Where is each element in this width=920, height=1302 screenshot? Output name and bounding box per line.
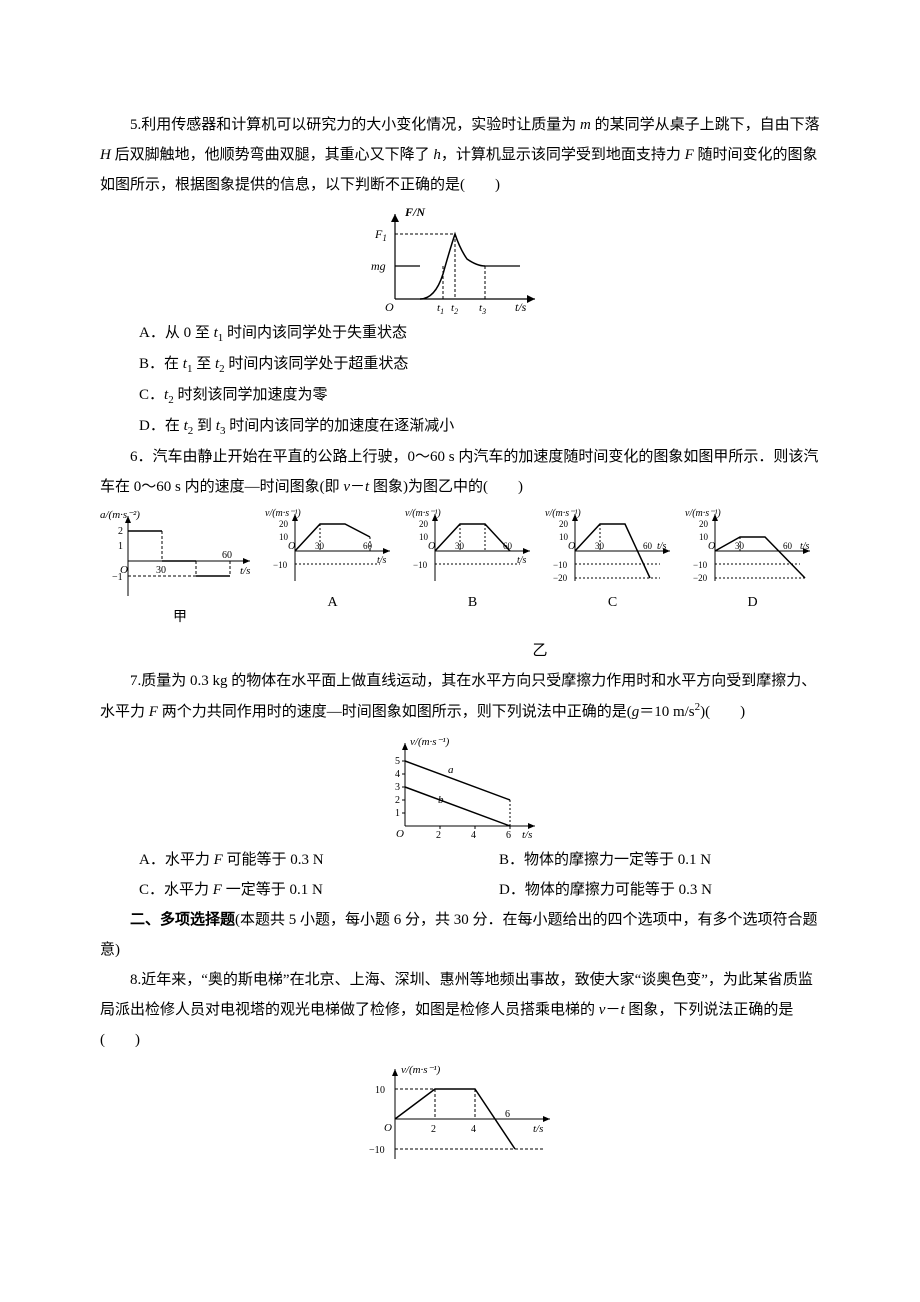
svg-text:−10: −10 [369, 1145, 385, 1156]
svg-text:O: O [708, 541, 715, 552]
q5-number: 5. [130, 117, 141, 133]
svg-text:−10: −10 [273, 560, 288, 570]
svg-text:t1: t1 [437, 302, 444, 314]
svg-text:F1: F1 [374, 227, 387, 243]
svg-text:t3: t3 [479, 302, 486, 314]
svg-text:30: 30 [455, 541, 465, 551]
svg-text:−10: −10 [693, 560, 708, 570]
svg-text:v/(m·s⁻¹): v/(m·s⁻¹) [545, 508, 581, 519]
svg-text:6: 6 [506, 830, 511, 841]
q7-optCD: C．水平力 F 一定等于 0.1 N D．物体的摩擦力可能等于 0.3 N [100, 875, 820, 905]
svg-text:O: O [385, 300, 394, 314]
svg-text:a/(m·s⁻²): a/(m·s⁻²) [100, 509, 140, 521]
svg-text:−10: −10 [413, 560, 428, 570]
svg-text:v/(m·s⁻¹): v/(m·s⁻¹) [410, 736, 450, 748]
q8-stem: 8.近年来，“奥的斯电梯”在北京、上海、深圳、惠州等地频出事故，致使大家“谈奥色… [100, 965, 820, 1055]
q6-panel-b: v/(m·s⁻¹) 20 10 −10 O 30 60 t/s B [405, 506, 540, 617]
svg-text:F/N: F/N [404, 205, 426, 219]
svg-text:30: 30 [735, 541, 745, 551]
svg-text:O: O [396, 828, 404, 840]
q6-panel-a: v/(m·s⁻¹) 20 10 −10 O 30 60 t/s A [265, 506, 400, 617]
svg-text:60: 60 [503, 541, 513, 551]
svg-text:v/(m·s⁻¹): v/(m·s⁻¹) [685, 508, 721, 519]
q5-optD: D．在 t2 到 t3 时间内该同学的加速度在逐渐减小 [100, 411, 820, 442]
svg-text:O: O [568, 541, 575, 552]
q7-figure: v/(m·s⁻¹) 1 2 3 4 5 O 2 4 6 t/s a b [100, 731, 820, 841]
svg-text:6: 6 [505, 1109, 510, 1120]
svg-text:1: 1 [118, 541, 123, 552]
svg-text:O: O [428, 541, 435, 552]
svg-text:t2: t2 [451, 302, 458, 314]
svg-text:v/(m·s⁻¹): v/(m·s⁻¹) [401, 1064, 441, 1076]
q8-number: 8. [130, 972, 141, 988]
section2-header: 二、多项选择题(本题共 5 小题，每小题 6 分，共 30 分．在每小题给出的四… [100, 905, 820, 965]
svg-text:60: 60 [783, 541, 793, 551]
svg-text:2: 2 [395, 795, 400, 806]
svg-text:O: O [288, 541, 295, 552]
svg-text:30: 30 [156, 565, 166, 576]
svg-text:t/s: t/s [517, 555, 527, 566]
svg-text:O: O [120, 564, 128, 576]
svg-text:20: 20 [279, 519, 289, 529]
svg-text:t/s: t/s [515, 300, 527, 314]
q5-stem: 5.利用传感器和计算机可以研究力的大小变化情况，实验时让质量为 m 的某同学从桌… [100, 110, 820, 200]
svg-text:60: 60 [363, 541, 373, 551]
q7-optAB: A．水平力 F 可能等于 0.3 N B．物体的摩擦力一定等于 0.1 N [100, 845, 820, 875]
svg-text:5: 5 [395, 756, 400, 767]
q7-number: 7. [130, 673, 141, 689]
svg-text:−20: −20 [553, 573, 568, 583]
svg-text:O: O [384, 1122, 392, 1134]
q5-optC: C．t2 时刻该同学加速度为零 [100, 380, 820, 411]
q6-bottom-captions: 乙 [100, 636, 820, 666]
q6-number: 6． [130, 449, 153, 465]
svg-text:20: 20 [699, 519, 709, 529]
svg-text:2: 2 [431, 1124, 436, 1135]
svg-text:60: 60 [643, 541, 653, 551]
q5-optA: A．从 0 至 t1 时间内该同学处于失重状态 [100, 318, 820, 349]
svg-text:10: 10 [375, 1085, 385, 1096]
svg-text:v/(m·s⁻¹): v/(m·s⁻¹) [265, 508, 301, 519]
q5-optB: B．在 t1 至 t2 时间内该同学处于超重状态 [100, 349, 820, 380]
q6-stem: 6．汽车由静止开始在平直的公路上行驶，0～60 s 内汽车的加速度随时间变化的图… [100, 442, 820, 502]
q5-figure: F/N F1 mg O t1 t2 t3 t/s [100, 204, 820, 314]
svg-text:t/s: t/s [800, 541, 810, 552]
svg-text:20: 20 [559, 519, 569, 529]
svg-text:t/s: t/s [657, 541, 667, 552]
svg-text:t/s: t/s [377, 555, 387, 566]
svg-text:mg: mg [371, 259, 386, 273]
svg-text:60: 60 [222, 550, 232, 561]
svg-text:20: 20 [419, 519, 429, 529]
q8-figure: v/(m·s⁻¹) 10 −10 O 2 4 6 t/s [100, 1059, 820, 1169]
svg-text:2: 2 [436, 830, 441, 841]
svg-text:b: b [438, 794, 444, 806]
q7-stem: 7.质量为 0.3 kg 的物体在水平面上做直线运动，其在水平方向只受摩擦力作用… [100, 666, 820, 727]
svg-text:t/s: t/s [240, 565, 250, 577]
svg-text:a: a [448, 764, 454, 776]
q6-panel-jia: a/(m·s⁻²) 2 1 −1 O 30 60 t/s 甲 [100, 506, 260, 632]
q6-panel-d: v/(m·s⁻¹) 20 10 −10 −20 O 30 60 t/s D [685, 506, 820, 617]
svg-text:v/(m·s⁻¹): v/(m·s⁻¹) [405, 508, 441, 519]
svg-text:−20: −20 [693, 573, 708, 583]
svg-text:−10: −10 [553, 560, 568, 570]
svg-text:2: 2 [118, 526, 123, 537]
svg-text:t/s: t/s [522, 829, 532, 841]
svg-text:30: 30 [595, 541, 605, 551]
svg-text:30: 30 [315, 541, 325, 551]
svg-text:4: 4 [471, 830, 476, 841]
page: 5.利用传感器和计算机可以研究力的大小变化情况，实验时让质量为 m 的某同学从桌… [0, 0, 920, 1302]
q6-figures: a/(m·s⁻²) 2 1 −1 O 30 60 t/s 甲 [100, 506, 820, 632]
svg-text:t/s: t/s [533, 1123, 543, 1135]
svg-text:4: 4 [395, 769, 400, 780]
svg-text:4: 4 [471, 1124, 476, 1135]
svg-text:3: 3 [395, 782, 400, 793]
svg-text:1: 1 [395, 808, 400, 819]
q6-panel-c: v/(m·s⁻¹) 20 10 −10 −20 O 30 60 t/s C [545, 506, 680, 617]
